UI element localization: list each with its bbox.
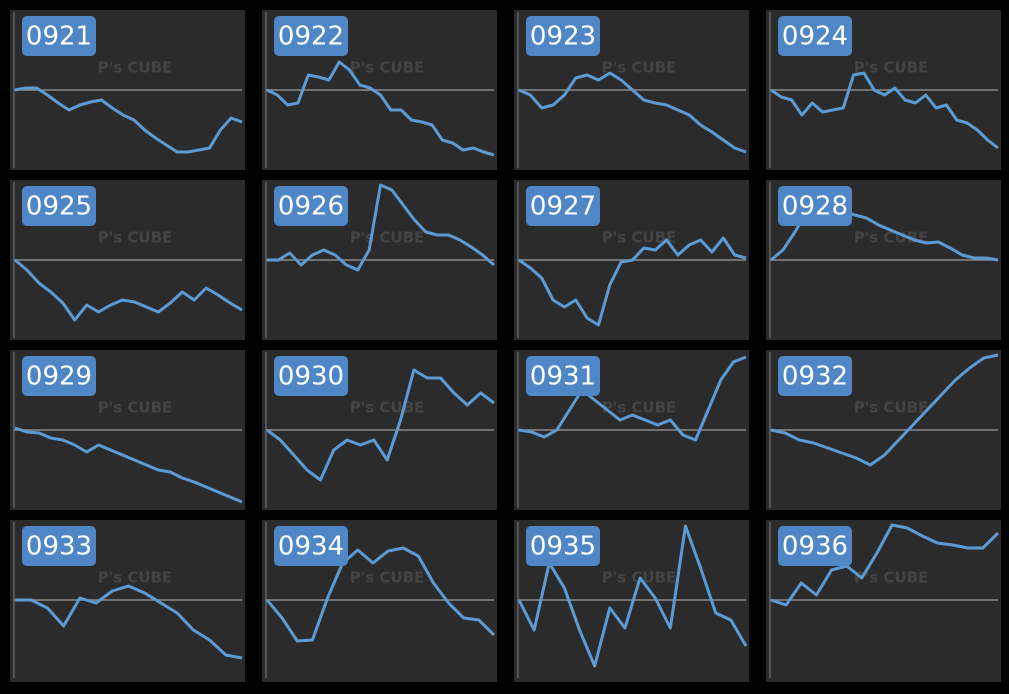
- chart-title: 0924: [782, 22, 848, 52]
- watermark: P's CUBE: [350, 59, 425, 77]
- watermark: P's CUBE: [854, 59, 929, 77]
- line: [267, 183, 495, 272]
- chart-title: 0936: [782, 532, 848, 562]
- watermark: P's CUBE: [602, 59, 677, 77]
- line: [266, 60, 495, 157]
- line: [518, 236, 747, 327]
- title-badge: [526, 356, 600, 396]
- watermark: P's CUBE: [98, 229, 173, 247]
- watermark: P's CUBE: [602, 229, 677, 247]
- title-badge: [274, 186, 348, 226]
- watermark: P's CUBE: [98, 569, 173, 587]
- chart-title: 0922: [278, 22, 344, 52]
- chart-title: 0925: [26, 192, 92, 222]
- title-badge: [274, 16, 348, 56]
- title-badge: [778, 526, 852, 566]
- line: [518, 355, 747, 442]
- line: [770, 71, 999, 150]
- watermark: P's CUBE: [350, 399, 425, 417]
- line: [517, 524, 748, 668]
- line: [266, 368, 495, 482]
- title-badge: [274, 356, 348, 396]
- chart-title: 0923: [530, 22, 596, 52]
- chart-title: 0935: [530, 532, 596, 562]
- line: [15, 584, 243, 660]
- title-badge: [274, 526, 348, 566]
- title-badge: [22, 526, 96, 566]
- watermark: P's CUBE: [98, 399, 173, 417]
- watermark: P's CUBE: [350, 569, 425, 587]
- chart-title: 0930: [278, 362, 344, 392]
- line: [14, 426, 243, 504]
- chart-title: 0928: [782, 192, 848, 222]
- watermark: P's CUBE: [854, 569, 929, 587]
- chart-title: 0931: [530, 362, 596, 392]
- watermark: P's CUBE: [854, 399, 929, 417]
- chart-title: 0926: [278, 192, 344, 222]
- chart-title: 0921: [26, 22, 92, 52]
- title-badge: [526, 16, 600, 56]
- chart-title: 0934: [278, 532, 344, 562]
- chart-title: 0933: [26, 532, 92, 562]
- watermark: P's CUBE: [98, 59, 173, 77]
- line: [770, 353, 999, 467]
- line: [14, 258, 243, 322]
- watermark: P's CUBE: [350, 229, 425, 247]
- title-badge: [778, 186, 852, 226]
- line: [518, 71, 747, 154]
- title-badge: [22, 186, 96, 226]
- chart-title: 0929: [26, 362, 92, 392]
- title-badge: [526, 526, 600, 566]
- chart-title: 0932: [782, 362, 848, 392]
- title-badge: [22, 356, 96, 396]
- title-badge: [526, 186, 600, 226]
- chart-title: 0927: [530, 192, 596, 222]
- title-badge: [22, 16, 96, 56]
- title-badge: [778, 356, 852, 396]
- line: [770, 523, 1000, 607]
- line: [265, 546, 496, 643]
- watermark: P's CUBE: [602, 399, 677, 417]
- watermark: P's CUBE: [854, 229, 929, 247]
- line: [14, 86, 243, 154]
- title-badge: [778, 16, 852, 56]
